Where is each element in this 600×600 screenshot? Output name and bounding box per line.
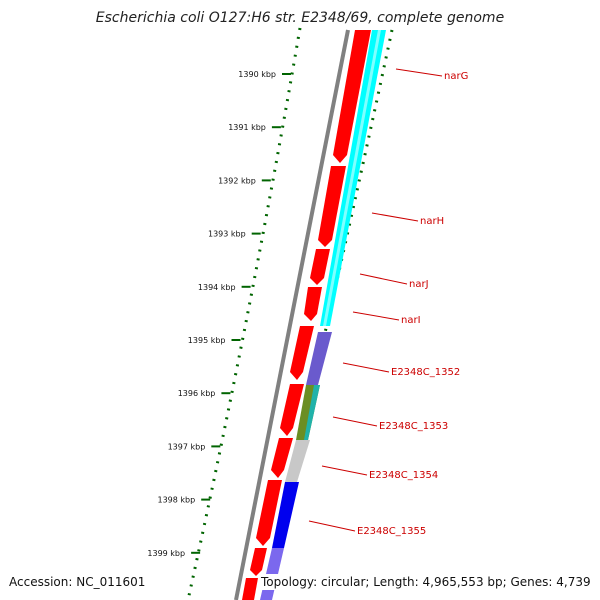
cds-arrow (242, 578, 258, 600)
gene-leader-line (352, 311, 400, 321)
gene-leader-line (359, 273, 408, 285)
gene-leader-line (332, 416, 378, 427)
cds-arrow (290, 326, 314, 380)
cds-arrow (310, 249, 330, 285)
gene-label: narI (401, 315, 421, 326)
cds-arrow (318, 166, 346, 247)
genome-backbone (234, 29, 350, 600)
scale-tick-label: 1391 kbp (228, 123, 266, 132)
gene-label: narH (420, 216, 444, 227)
cds-arrow (333, 30, 371, 163)
scale-tick-label: 1390 kbp (238, 70, 276, 79)
gene-label: narJ (409, 279, 429, 290)
gene-leader-line (321, 465, 368, 476)
accession-text: Accession: NC_011601 (8, 574, 147, 590)
scale-tick-label: 1395 kbp (188, 336, 226, 345)
gene-label-lines: narG narH narJ narI E2348C_1352 E2348C_1353 E2… (308, 68, 468, 537)
gene-leader-line (308, 520, 356, 532)
gene-label: E2348C_1352 (391, 367, 460, 378)
cds-arrow (256, 480, 282, 546)
gc-band-cyan (304, 385, 320, 440)
gene-label: E2348C_1354 (369, 470, 438, 481)
gene-label: E2348C_1353 (379, 421, 448, 432)
topology-text: Topology: circular; Length: 4,965,553 bp… (260, 574, 592, 590)
scale-tick-label: 1394 kbp (198, 283, 236, 292)
gene-leader-line (395, 68, 443, 77)
gene-leader-line (371, 212, 419, 222)
scale-tick-label: 1397 kbp (168, 442, 206, 451)
cds-arrow (250, 548, 267, 576)
gc-content-band-light (323, 30, 381, 326)
scale-dotted-line (186, 27, 302, 600)
map-title: Escherichia coli O127:H6 str. E2348/69, … (95, 10, 505, 26)
scale-tick-label: 1396 kbp (178, 389, 216, 398)
gene-leader-line (342, 362, 390, 373)
cds-arrow (271, 438, 293, 478)
gc-band-blue (272, 482, 299, 548)
scale-tick-label: 1398 kbp (157, 496, 195, 505)
gc-band-gray (285, 440, 310, 482)
cds-arrow (280, 384, 304, 436)
gene-label: E2348C_1355 (357, 526, 426, 537)
forward-cds-track (242, 30, 371, 600)
scale-ticks: 1390 kbp 1391 kbp 1392 kbp 1393 kbp 1394 kbp… (147, 70, 291, 558)
gene-label: narG (444, 71, 468, 82)
inner-dotted-line (260, 29, 394, 600)
scale-tick-label: 1393 kbp (208, 230, 246, 239)
gc-band-purple-1 (306, 332, 332, 385)
scale-tick-label: 1399 kbp (147, 549, 185, 558)
cds-arrow (304, 287, 322, 321)
scale-tick-label: 1392 kbp (218, 176, 256, 185)
